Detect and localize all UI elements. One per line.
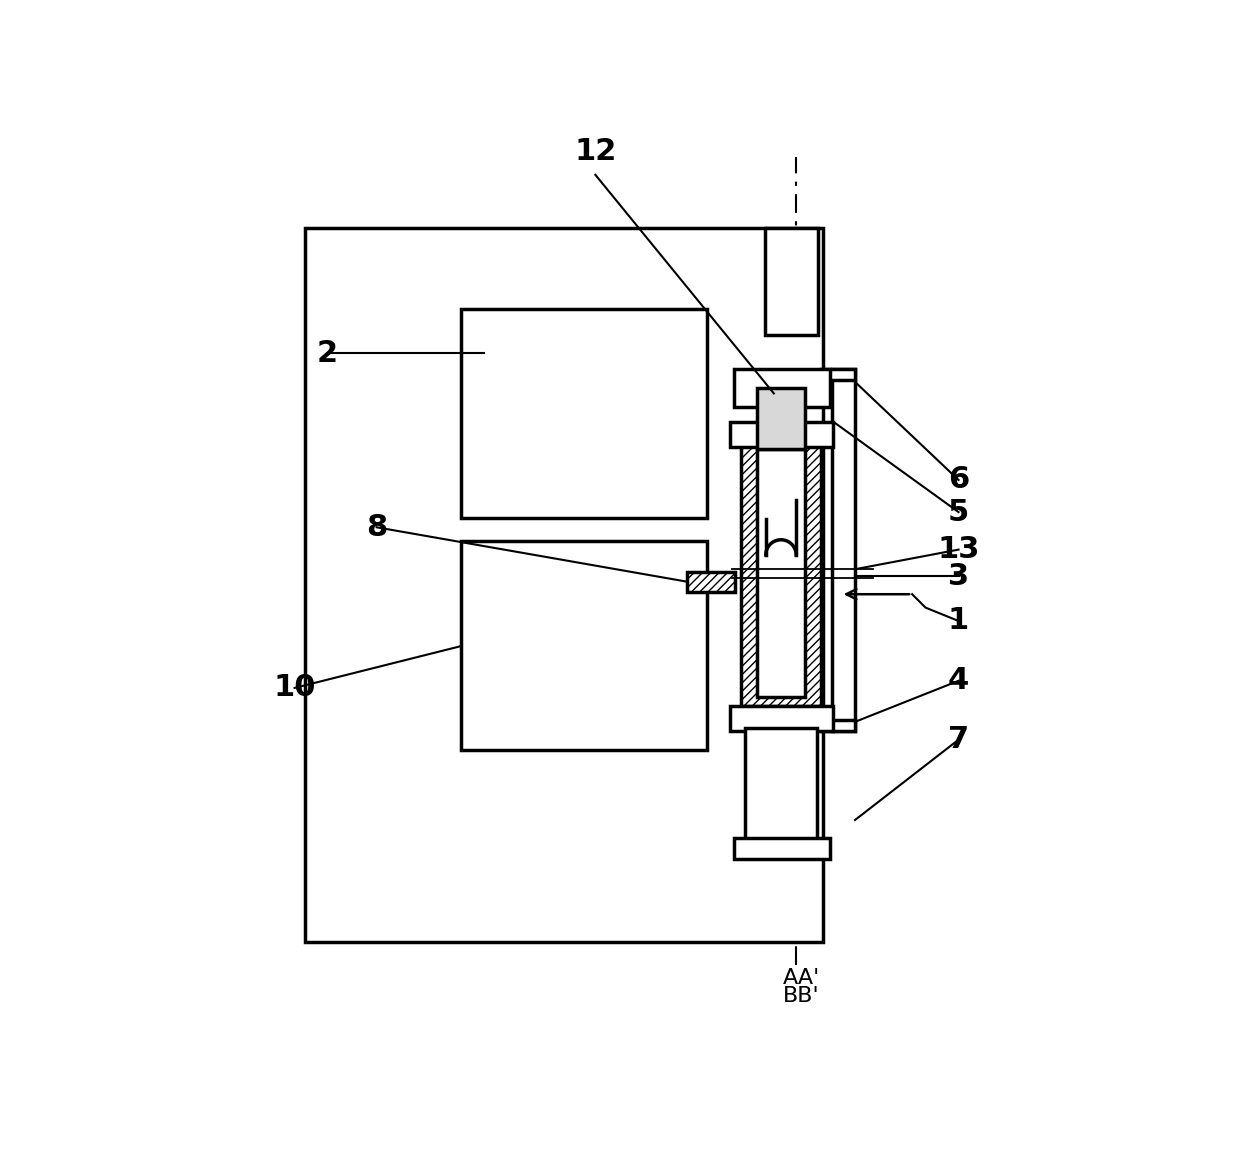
Text: 12: 12 [574, 137, 616, 166]
Bar [730, 706, 833, 731]
Bar [745, 728, 817, 839]
Text: 13: 13 [937, 535, 980, 564]
Bar [305, 228, 823, 942]
Text: 7: 7 [949, 726, 970, 755]
Bar [756, 388, 805, 449]
Text: BB': BB' [784, 986, 820, 1006]
Bar [821, 720, 856, 731]
Text: 1: 1 [947, 606, 970, 635]
Text: 4: 4 [947, 666, 970, 695]
Bar [740, 438, 821, 706]
Text: 5: 5 [947, 497, 970, 526]
Text: 8: 8 [366, 512, 387, 541]
Bar [765, 228, 818, 335]
Bar [821, 370, 856, 380]
Text: 6: 6 [947, 466, 970, 495]
Bar [730, 422, 833, 447]
Bar [687, 571, 734, 591]
Text: 2: 2 [317, 338, 339, 367]
Bar [832, 370, 856, 731]
Text: 10: 10 [273, 673, 316, 702]
Bar [734, 838, 830, 859]
Bar [756, 449, 805, 697]
Bar [461, 308, 707, 518]
Bar [461, 540, 707, 750]
Text: AA': AA' [782, 968, 820, 987]
Bar [734, 370, 830, 407]
Text: 3: 3 [949, 562, 970, 591]
